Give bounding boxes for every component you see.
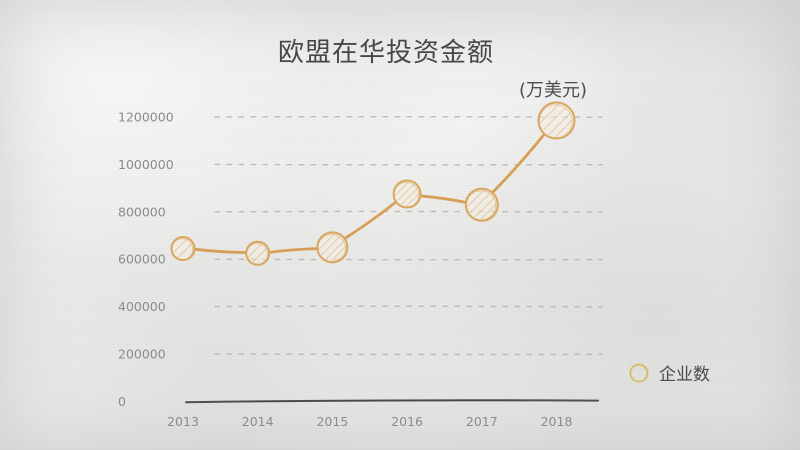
data-point-2014 (245, 240, 271, 266)
x-tick-label: 2013 (167, 414, 199, 429)
gridline (214, 210, 603, 213)
x-tick-label: 2014 (242, 414, 274, 429)
x-tick-label: 2016 (391, 414, 423, 429)
x-axis-labels: 2013 2014 2015 2016 2017 2018 (167, 414, 572, 429)
point-hatch (325, 240, 345, 260)
x-tick-label: 2015 (316, 414, 348, 429)
y-tick-label: 200000 (118, 347, 166, 362)
y-tick-label: 0 (118, 394, 126, 409)
point-hatch (548, 112, 571, 135)
point-hatch (247, 243, 262, 258)
x-tick-label: 2017 (466, 414, 498, 429)
point-hatch (173, 238, 188, 253)
data-line-segment (268, 247, 318, 254)
point-hatch (397, 183, 415, 202)
y-axis-labels: 0 200000 400000 600000 800000 1000000 1200000 (118, 110, 174, 409)
point-circle-echo (538, 104, 573, 139)
y-tick-label: 400000 (118, 299, 166, 314)
y-tick-label: 1000000 (118, 157, 174, 172)
point-circle-echo (317, 233, 346, 263)
y-tick-label: 600000 (118, 252, 166, 267)
point-hatch (539, 103, 560, 124)
data-points-group (170, 101, 576, 266)
axis-line (185, 399, 599, 404)
x-tick-label: 2018 (541, 414, 573, 429)
point-hatch (480, 203, 497, 220)
point-hatch (405, 192, 420, 207)
point-circle-echo (245, 242, 269, 266)
point-hatch (554, 118, 574, 138)
point-circle-echo (393, 181, 420, 208)
point-hatch (466, 189, 485, 208)
point-hatch (469, 192, 491, 214)
point-hatch (401, 187, 418, 205)
point-circle-echo (171, 238, 194, 261)
y-tick-label: 800000 (118, 204, 166, 219)
legend-circle-icon (629, 362, 649, 383)
point-hatch (330, 245, 347, 262)
point-hatch (543, 107, 567, 131)
unit-label: (万美元) (518, 80, 588, 101)
point-hatch (318, 233, 335, 250)
point-hatch (252, 248, 268, 263)
point-hatch (394, 181, 410, 197)
point-hatch (474, 197, 495, 218)
data-point-2013 (170, 236, 196, 262)
data-point-2017 (464, 187, 499, 222)
axis-line-echo (245, 400, 529, 403)
x-axis (185, 399, 599, 404)
data-point-2018 (537, 101, 576, 140)
point-circle (537, 101, 576, 140)
gridlines-group (214, 115, 603, 356)
data-line-segment (420, 194, 467, 204)
y-tick-label: 1200000 (118, 110, 174, 125)
point-hatch (321, 236, 341, 256)
point-hatch (177, 243, 193, 258)
data-line-segment (491, 133, 546, 194)
legend-label: 企业数 (659, 365, 710, 385)
gridline (214, 305, 603, 308)
data-line (194, 133, 546, 254)
data-point-2016 (392, 179, 422, 209)
legend: 企业数 (628, 360, 710, 385)
data-point-2015 (316, 231, 349, 264)
point-circle-echo (465, 190, 497, 221)
chart-title: 欧盟在华投资金额 (277, 38, 495, 68)
data-line-segment (194, 247, 247, 254)
data-line-segment (344, 201, 397, 240)
